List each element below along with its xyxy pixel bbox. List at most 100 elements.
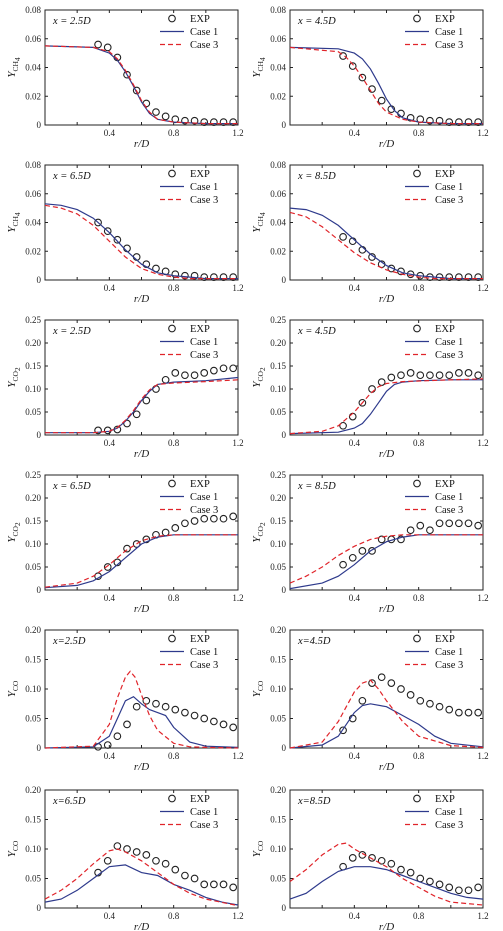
- legend-label: Case 1: [190, 27, 218, 38]
- x-axis-label: r/D: [379, 293, 394, 305]
- legend-label: Case 3: [190, 350, 218, 361]
- exp-point: [358, 547, 367, 555]
- y-tick-label: 0.02: [25, 91, 41, 101]
- y-tick-label: 0.15: [25, 655, 41, 665]
- x-tick-label: 0.4: [349, 438, 361, 448]
- panel-annotation: x = 2.5D: [52, 326, 91, 337]
- exp-point: [219, 118, 228, 126]
- x-tick-label: 1.2: [477, 751, 488, 761]
- legend-label: Case 3: [435, 350, 463, 361]
- exp-point: [200, 118, 209, 126]
- y-tick-label: 0.10: [270, 384, 286, 394]
- legend-label: Case 1: [435, 27, 463, 38]
- exp-point: [210, 118, 218, 126]
- y-tick-label: 0.10: [25, 539, 41, 549]
- legend-label: EXP: [435, 479, 455, 490]
- x-tick-label: 1.2: [232, 751, 243, 761]
- exp-point: [474, 883, 483, 892]
- exp-point: [416, 371, 425, 380]
- y-tick-label: 0: [282, 275, 287, 285]
- y-tick-label: 0.20: [270, 785, 286, 795]
- legend-label: EXP: [190, 169, 210, 180]
- x-tick-label: 0.4: [104, 283, 116, 293]
- y-axis-label: YCH4: [6, 57, 22, 78]
- x-tick-label: 0.4: [104, 438, 116, 448]
- panel-11: 0.4 0.8 1.2 0 0.05 0.10 0.15 0.20 r/D YCO x=6.5D EX…: [6, 785, 244, 931]
- exp-point: [464, 369, 473, 377]
- legend-exp-marker: [413, 794, 421, 803]
- legend-label: Case 1: [435, 182, 463, 193]
- x-tick-label: 0.4: [104, 593, 116, 603]
- exp-point: [406, 526, 415, 535]
- exp-point: [113, 732, 122, 741]
- x-tick-label: 1.2: [232, 438, 243, 448]
- exp-point: [474, 273, 483, 281]
- x-axis-label: r/D: [379, 761, 394, 773]
- exp-point: [200, 714, 209, 723]
- exp-point: [132, 540, 141, 548]
- y-tick-label: 0.06: [270, 189, 286, 199]
- exp-point: [455, 369, 463, 377]
- case1-line: [44, 534, 238, 589]
- y-tick-label: 0.05: [270, 562, 286, 572]
- x-axis-label: r/D: [379, 448, 394, 460]
- exp-point: [339, 560, 347, 569]
- case1-line: [44, 203, 238, 280]
- panel-4: 0.4 0.8 1.2 0 0.02 0.04 0.06 0.08 r/D YCH4 x = 8.5…: [251, 160, 489, 305]
- exp-point: [348, 412, 357, 421]
- x-axis-label: r/D: [134, 448, 149, 460]
- exp-point: [377, 96, 386, 105]
- exp-point: [181, 116, 189, 125]
- legend-label: Case 1: [190, 807, 218, 818]
- y-tick-label: 0.05: [270, 714, 286, 724]
- legend-label: Case 3: [190, 195, 218, 206]
- legend-label: Case 1: [190, 337, 218, 348]
- y-tick-label: 0.05: [25, 562, 41, 572]
- x-tick-label: 0.8: [413, 438, 425, 448]
- exp-point: [123, 720, 131, 729]
- exp-point: [377, 378, 386, 386]
- exp-point: [368, 547, 376, 555]
- exp-point: [219, 273, 228, 281]
- legend-label: EXP: [435, 324, 455, 335]
- exp-point: [348, 553, 357, 562]
- exp-point: [190, 874, 199, 883]
- exp-point: [113, 842, 122, 850]
- exp-point: [123, 70, 131, 79]
- y-tick-label: 0.20: [270, 625, 286, 635]
- x-tick-label: 1.2: [477, 593, 488, 603]
- legend-exp-marker: [413, 169, 421, 178]
- y-tick-label: 0.04: [25, 63, 41, 73]
- panel-annotation: x = 6.5D: [52, 481, 91, 492]
- x-tick-label: 0.4: [104, 751, 116, 761]
- exp-point: [416, 521, 425, 530]
- y-tick-label: 0.08: [25, 160, 41, 170]
- legend-label: Case 1: [435, 492, 463, 503]
- exp-point: [229, 273, 238, 281]
- panel-1: 0.4 0.8 1.2 0 0.02 0.04 0.06 0.08 r/D YCH4 x = 2.5…: [6, 5, 244, 150]
- exp-point: [455, 708, 463, 717]
- legend-label: EXP: [435, 794, 455, 805]
- case1-line: [289, 379, 483, 435]
- y-tick-label: 0: [37, 430, 42, 440]
- y-tick-label: 0: [37, 903, 42, 913]
- x-tick-label: 0.4: [349, 911, 361, 921]
- x-tick-label: 0.8: [168, 911, 180, 921]
- legend-label: EXP: [190, 479, 210, 490]
- y-tick-label: 0.10: [25, 684, 41, 694]
- y-tick-label: 0.08: [270, 160, 286, 170]
- legend-label: EXP: [190, 794, 210, 805]
- exp-point: [358, 73, 367, 82]
- x-tick-label: 0.4: [104, 128, 116, 138]
- exp-point: [464, 118, 473, 126]
- y-tick-label: 0.04: [270, 63, 286, 73]
- exp-point: [103, 856, 112, 865]
- case1-line: [289, 46, 483, 125]
- y-tick-label: 0.25: [25, 470, 41, 480]
- exp-point: [387, 373, 396, 382]
- x-tick-label: 0.8: [413, 128, 425, 138]
- exp-point: [368, 85, 376, 93]
- panel-2: 0.4 0.8 1.2 0 0.02 0.04 0.06 0.08 r/D YCH4 x = 4.5…: [251, 5, 489, 150]
- y-axis-label: YCH4: [6, 212, 22, 233]
- y-tick-label: 0.05: [270, 874, 286, 884]
